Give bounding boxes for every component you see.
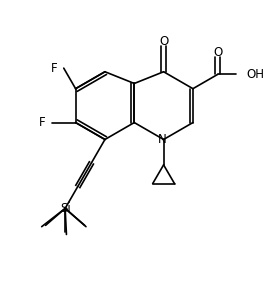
- Text: F: F: [39, 116, 45, 129]
- Text: Si: Si: [60, 202, 70, 215]
- Text: N: N: [158, 133, 167, 146]
- Text: O: O: [213, 46, 222, 59]
- Text: F: F: [51, 62, 57, 75]
- Text: OH: OH: [246, 68, 264, 81]
- Text: O: O: [159, 35, 168, 48]
